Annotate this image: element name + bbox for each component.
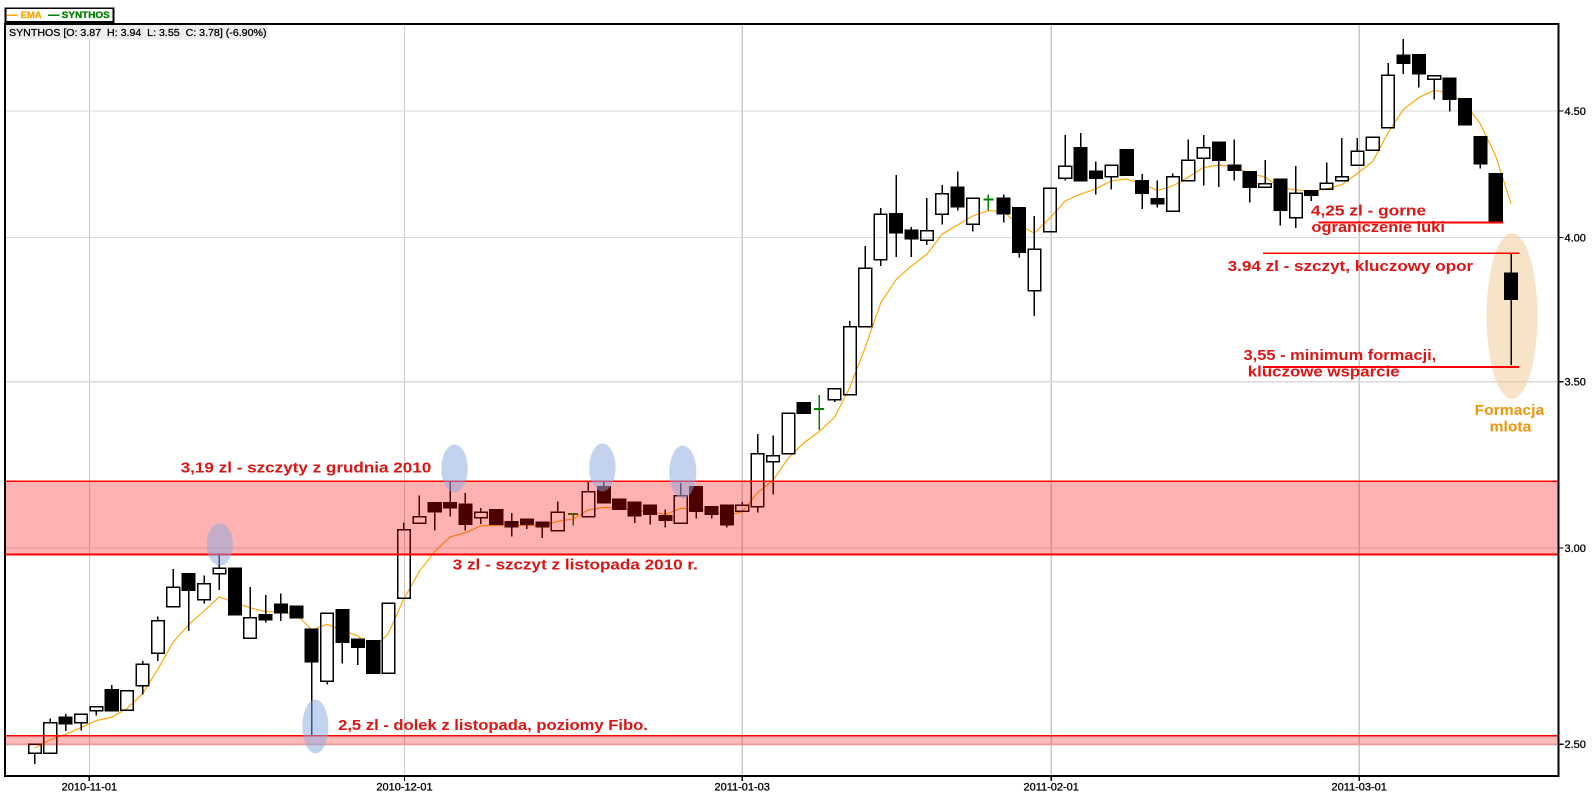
svg-text:4.50: 4.50	[1565, 106, 1586, 118]
svg-text:2010-11-01: 2010-11-01	[62, 782, 117, 794]
svg-text:3.00: 3.00	[1565, 543, 1586, 555]
svg-text:2010-12-01: 2010-12-01	[376, 782, 432, 794]
svg-text:3,55 - minimum formacji,: 3,55 - minimum formacji,	[1244, 347, 1437, 364]
svg-text:mlota: mlota	[1490, 419, 1532, 436]
svg-text:2,5 zl - dolek z listopada, po: 2,5 zl - dolek z listopada, poziomy Fibo…	[338, 717, 648, 734]
svg-text:EMA: EMA	[21, 10, 42, 20]
svg-text:3.94 zl - szczyt, kluczowy opo: 3.94 zl - szczyt, kluczowy opor	[1228, 258, 1474, 275]
svg-text:4.00: 4.00	[1565, 232, 1586, 244]
svg-text:3.50: 3.50	[1565, 377, 1586, 389]
svg-text:4,25 zl - gorne: 4,25 zl - gorne	[1311, 202, 1426, 219]
svg-text:SYNTHOS: SYNTHOS	[62, 10, 110, 20]
svg-text:ograniczenie luki: ograniczenie luki	[1311, 219, 1445, 236]
svg-text:2011-01-03: 2011-01-03	[714, 782, 769, 794]
svg-text:3 zl - szczyt z listopada 2010: 3 zl - szczyt z listopada 2010 r.	[453, 556, 698, 573]
svg-text:2011-02-01: 2011-02-01	[1023, 782, 1078, 794]
svg-text:SYNTHOS [O: 3.87 H: 3.94 L:: SYNTHOS [O: 3.87 H: 3.94 L: 3.55 C: 3.78…	[9, 28, 267, 39]
svg-text:2.50: 2.50	[1565, 739, 1586, 751]
svg-text:3,19 zl - szczyty z grudnia 20: 3,19 zl - szczyty z grudnia 2010	[181, 459, 432, 476]
svg-text:Formacja: Formacja	[1475, 402, 1545, 419]
svg-text:kluczowe wsparcie: kluczowe wsparcie	[1248, 364, 1400, 381]
svg-text:2011-03-01: 2011-03-01	[1331, 782, 1386, 794]
